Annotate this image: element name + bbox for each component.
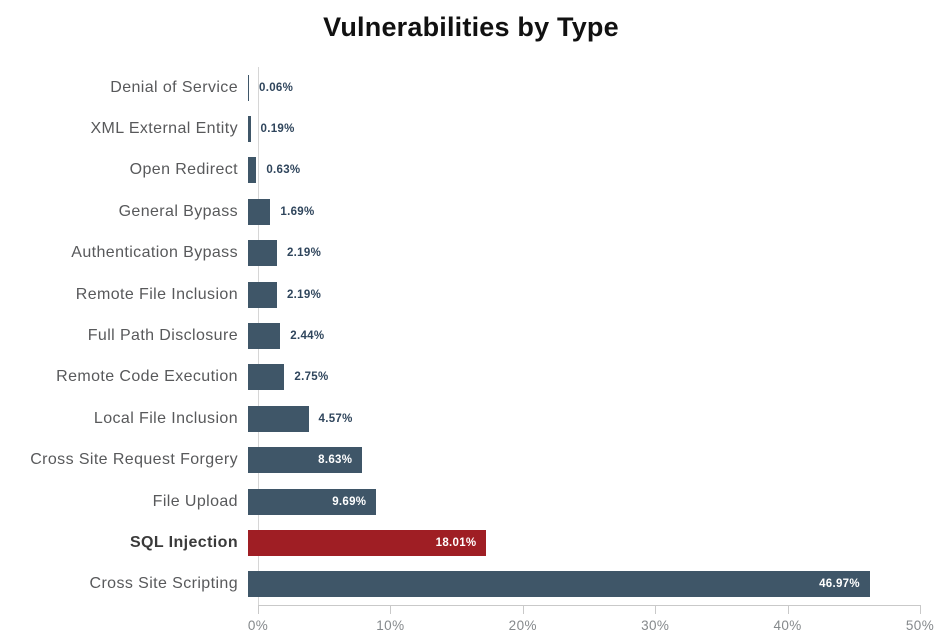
bar	[248, 157, 257, 184]
x-axis-tick	[920, 605, 921, 614]
bar-track: 2.19%	[248, 240, 910, 267]
value-label: 2.19%	[286, 288, 322, 301]
bar-track: 0.63%	[248, 157, 910, 184]
category-label: Full Path Disclosure	[87, 327, 238, 345]
x-axis-tick-label: 50%	[905, 618, 935, 633]
bar-track: 8.63%	[248, 447, 910, 474]
bar-row: Open Redirect 0.63%	[0, 150, 942, 191]
bar-track: 9.69%	[248, 488, 910, 515]
x-axis-tick-label: 40%	[773, 618, 802, 633]
category-label: Denial of Service	[110, 78, 238, 96]
bar-row: SQL Injection 18.01%	[0, 522, 942, 563]
x-axis-tick-label: 10%	[376, 618, 405, 633]
x-axis-tick	[655, 605, 657, 614]
bar-track: 46.97%	[248, 571, 910, 598]
bar	[248, 281, 277, 308]
bar-track: 2.75%	[248, 364, 910, 391]
bar	[248, 74, 249, 101]
bar-row: Local File Inclusion 4.57%	[0, 398, 942, 439]
category-label: Cross Site Request Forgery	[30, 451, 238, 469]
x-axis-tick	[787, 605, 789, 614]
bar	[248, 198, 271, 225]
category-label: Remote Code Execution	[56, 368, 238, 386]
category-label: Authentication Bypass	[71, 244, 238, 262]
category-label: File Upload	[152, 492, 238, 510]
category-label: SQL Injection	[129, 533, 238, 551]
value-label: 8.63%	[318, 454, 353, 467]
bar	[248, 405, 309, 432]
x-axis-tick	[258, 605, 259, 614]
bar	[248, 240, 277, 267]
x-axis-line	[258, 605, 921, 606]
value-label: 0.63%	[266, 164, 301, 177]
category-label: Local File Inclusion	[93, 409, 238, 427]
bar-track: 0.06%	[248, 74, 910, 101]
bar	[248, 488, 377, 515]
x-axis-tick-label: 30%	[641, 618, 670, 633]
value-label: 1.69%	[280, 205, 315, 218]
bar-track: 2.44%	[248, 323, 910, 350]
bar-row: Remote Code Execution 2.75%	[0, 357, 942, 398]
bar-row: Full Path Disclosure 2.44%	[0, 315, 942, 356]
bar	[248, 529, 487, 556]
category-label: XML External Entity	[90, 120, 238, 138]
category-label: Open Redirect	[129, 161, 238, 179]
chart-title: Vulnerabilities by Type	[323, 12, 619, 42]
x-axis-tick-label: 0%	[247, 618, 269, 633]
value-label: 4.57%	[318, 412, 353, 425]
x-axis-tick	[522, 605, 524, 614]
x-axis-tick	[390, 605, 392, 614]
bar-track: 2.19%	[248, 281, 910, 308]
bar	[248, 364, 285, 391]
value-label: 0.19%	[260, 123, 295, 136]
value-label: 2.19%	[286, 247, 322, 260]
category-label: Cross Site Scripting	[89, 575, 238, 593]
bar-row: XML External Entity 0.19%	[0, 108, 942, 149]
bar-row: Remote File Inclusion 2.19%	[0, 274, 942, 315]
value-label: 2.44%	[290, 330, 325, 343]
bar-row: Denial of Service 0.06%	[0, 67, 942, 108]
bar-track: 0.19%	[248, 116, 910, 143]
bar	[248, 447, 363, 474]
category-label: Remote File Inclusion	[75, 285, 238, 303]
bar-row: File Upload 9.69%	[0, 481, 942, 522]
value-label: 9.69%	[332, 495, 367, 508]
value-label: 46.97%	[819, 578, 860, 591]
value-label: 2.75%	[294, 371, 329, 384]
bar-row: General Bypass 1.69%	[0, 191, 942, 232]
bar-track: 4.57%	[248, 405, 910, 432]
bar-rows-container: Denial of Service 0.06% XML External Entit…	[0, 67, 942, 605]
bar-track: 18.01%	[248, 529, 910, 556]
bar-row: Cross Site Scripting 46.97%	[0, 564, 942, 605]
category-label: General Bypass	[118, 202, 238, 220]
bar	[248, 323, 281, 350]
bar	[248, 116, 251, 143]
bar	[248, 571, 870, 598]
value-label: 18.01%	[435, 536, 477, 549]
bar-row: Cross Site Request Forgery 8.63%	[0, 440, 942, 481]
value-label: 0.06%	[259, 81, 294, 94]
bar-row: Authentication Bypass 2.19%	[0, 233, 942, 274]
bar-track: 1.69%	[248, 198, 910, 225]
x-axis-tick-label: 20%	[508, 618, 537, 633]
